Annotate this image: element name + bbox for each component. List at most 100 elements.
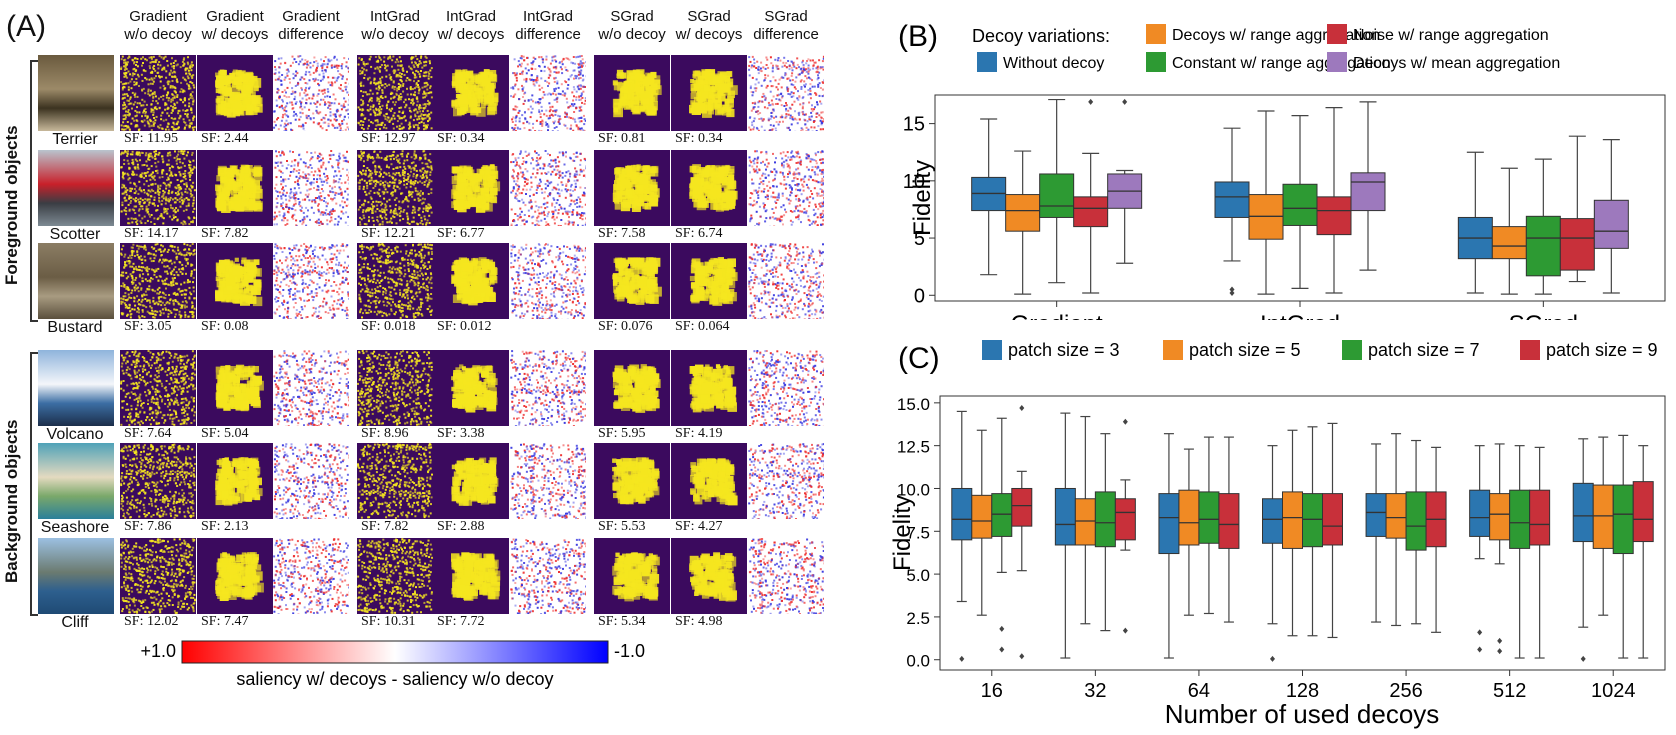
y-tick-label: 5.0: [906, 566, 930, 585]
x-tick-label: 32: [1084, 680, 1106, 702]
column-header: Gradient w/ decoys: [190, 8, 280, 44]
box-Gradient-5: [1107, 98, 1143, 264]
box-64-3: [1198, 436, 1220, 615]
sf-score: SF: 7.47: [201, 614, 249, 629]
saliency-difference-map: [273, 538, 351, 616]
box-iqr: [1011, 487, 1033, 527]
box-1024-3: [1612, 434, 1634, 659]
saliency-difference-map: [748, 350, 826, 428]
sf-score: SF: 5.95: [598, 426, 646, 441]
panel-c-xlabel: Number of used decoys: [1165, 699, 1440, 729]
saliency-difference-map: [273, 150, 351, 228]
saliency-map: [197, 443, 273, 519]
saliency-map: [357, 538, 433, 614]
y-tick-label: 7.5: [906, 523, 930, 542]
saliency-map: [433, 243, 509, 319]
column-header-line: IntGrad: [369, 8, 421, 25]
sf-score: SF: 7.82: [201, 226, 249, 241]
saliency-map: [197, 538, 273, 614]
saliency-map: [357, 55, 433, 131]
box-64-4: [1218, 436, 1240, 623]
box-iqr: [1039, 173, 1075, 218]
panel-c-legend: patch size = 3 patch size = 5 patch size =…: [982, 340, 1658, 360]
saliency-difference-map: [748, 150, 826, 228]
column-header: SGrad w/o decoy: [587, 8, 677, 44]
box-iqr: [1005, 194, 1041, 232]
sf-score: SF: 4.27: [675, 519, 723, 534]
column-header-line: w/o decoy: [598, 26, 666, 43]
saliency-difference-map: [748, 443, 826, 521]
saliency-difference-map: [273, 243, 351, 321]
box-1024-1: [1572, 438, 1594, 662]
box-SGrad-4: [1559, 135, 1595, 283]
outlier-point: [1497, 637, 1503, 644]
column-header-line: w/ decoys: [675, 26, 743, 43]
legend-swatch: [1520, 340, 1540, 360]
box-SGrad-1: [1457, 151, 1493, 294]
sf-score: SF: 2.44: [201, 131, 249, 146]
x-tick-label: 256: [1389, 680, 1422, 702]
saliency-map: [671, 443, 747, 519]
box-SGrad-3: [1525, 158, 1561, 295]
box-iqr: [1592, 484, 1614, 549]
sf-score: SF: 3.05: [124, 319, 172, 334]
saliency-difference-map: [510, 55, 588, 133]
colorbar: +1.0 -1.0 saliency w/ decoys - saliency …: [140, 640, 645, 689]
box-32-3: [1094, 433, 1116, 632]
y-tick-label: 15.0: [897, 395, 930, 414]
legend-swatch: [1146, 52, 1166, 72]
y-tick-label: 5: [914, 228, 925, 250]
sf-score: SF: 5.04: [201, 426, 249, 441]
column-header: Gradient w/o decoy: [113, 8, 203, 44]
y-tick-label: 2.5: [906, 609, 930, 628]
saliency-map: [671, 150, 747, 226]
x-tick-label: 128: [1286, 680, 1319, 702]
saliency-map: [120, 55, 196, 131]
saliency-map: [120, 443, 196, 519]
saliency-difference-map: [510, 150, 588, 228]
sf-score: SF: 10.31: [361, 614, 416, 629]
column-header-line: w/o decoy: [124, 26, 192, 43]
box-iqr: [1529, 489, 1551, 546]
box-32-1: [1054, 412, 1076, 659]
box-iqr: [1178, 489, 1200, 546]
box-128-4: [1322, 422, 1343, 639]
box-SGrad-2: [1491, 167, 1527, 295]
legend-label: patch size = 3: [1008, 340, 1120, 360]
sf-score: SF: 12.21: [361, 226, 416, 241]
saliency-map: [594, 350, 670, 426]
saliency-map: [594, 538, 670, 614]
box-iqr: [1158, 493, 1180, 555]
saliency-map: [594, 243, 670, 319]
box-iqr: [951, 487, 973, 541]
saliency-map: [671, 55, 747, 131]
sf-score: SF: 2.88: [437, 519, 485, 534]
saliency-map: [357, 443, 433, 519]
object-photo: [38, 243, 114, 319]
y-tick-label: 10: [903, 171, 925, 193]
legend-label: patch size = 5: [1189, 340, 1301, 360]
box-32-2: [1074, 415, 1096, 625]
object-photo: [38, 350, 114, 426]
box-iqr: [1198, 491, 1220, 544]
column-header-line: SGrad: [687, 8, 731, 25]
outlier-point: [999, 625, 1005, 632]
saliency-difference-map: [273, 55, 351, 133]
saliency-map: [120, 538, 196, 614]
sf-score: SF: 5.53: [598, 519, 646, 534]
sf-score: SF: 7.82: [361, 519, 409, 534]
box-iqr: [1593, 199, 1629, 249]
outlier-point: [1122, 418, 1128, 425]
box-IntGrad-3: [1282, 114, 1318, 290]
outlier-point: [1270, 655, 1275, 662]
column-header-line: IntGrad: [445, 8, 497, 25]
saliency-map: [120, 350, 196, 426]
object-photo: [38, 538, 114, 614]
box-512-1: [1469, 445, 1491, 653]
x-tick-label: 512: [1493, 680, 1526, 702]
box-16-3: [991, 417, 1013, 653]
sf-score: SF: 7.72: [437, 614, 485, 629]
object-photo: [38, 150, 114, 226]
saliency-map: [594, 150, 670, 226]
outlier-point: [959, 655, 965, 662]
